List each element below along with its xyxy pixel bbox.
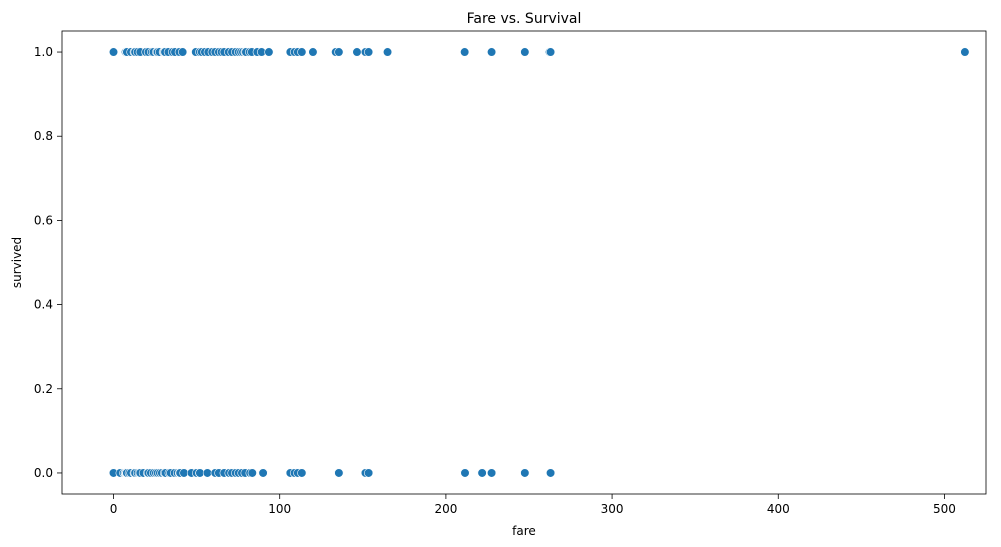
x-tick-label: 300 xyxy=(601,502,624,516)
x-axis: 0 100 200 300 400 500 xyxy=(110,494,956,516)
x-axis-title: fare xyxy=(512,524,536,538)
y-tick-label: 0.8 xyxy=(34,129,53,143)
scatter-point xyxy=(545,47,556,57)
y-axis-title: survived xyxy=(10,237,24,288)
scatter-point xyxy=(247,468,257,478)
scatter-point xyxy=(202,468,213,478)
plot-frame xyxy=(61,30,987,495)
scatter-point xyxy=(477,468,487,478)
scatter-point xyxy=(264,47,274,57)
scatter-point xyxy=(460,468,470,478)
scatter-point xyxy=(520,468,530,478)
x-tick-label: 100 xyxy=(268,502,291,516)
scatter-point xyxy=(334,47,344,57)
scatter-point xyxy=(364,47,374,57)
scatter-point xyxy=(364,468,374,478)
scatter-point xyxy=(297,468,307,478)
plot-area xyxy=(61,30,987,495)
scatter-points xyxy=(108,47,970,478)
y-tick-label: 0.6 xyxy=(34,213,53,227)
scatter-point xyxy=(352,47,362,57)
y-tick-label: 0.0 xyxy=(34,466,53,480)
y-axis: 0.0 0.2 0.4 0.6 0.8 1.0 xyxy=(34,45,62,480)
scatter-point xyxy=(334,468,344,478)
x-tick-label: 0 xyxy=(110,502,118,516)
y-tick-label: 0.4 xyxy=(34,298,53,312)
x-tick-label: 200 xyxy=(434,502,457,516)
scatter-point xyxy=(308,47,318,57)
x-tick-label: 500 xyxy=(933,502,956,516)
scatter-point xyxy=(258,468,268,478)
y-tick-label: 0.2 xyxy=(34,382,53,396)
scatter-point xyxy=(178,47,188,57)
x-tick-label: 400 xyxy=(767,502,790,516)
scatter-point xyxy=(460,47,470,57)
scatter-point xyxy=(108,47,119,57)
scatter-point xyxy=(486,47,497,57)
scatter-point xyxy=(382,47,393,57)
scatter-point xyxy=(960,47,970,57)
y-tick-label: 1.0 xyxy=(34,45,53,59)
scatter-point xyxy=(520,47,530,57)
chart-title: Fare vs. Survival xyxy=(467,11,582,27)
scatter-point xyxy=(486,468,497,478)
scatter-point xyxy=(297,47,307,57)
scatter-point xyxy=(545,468,556,478)
